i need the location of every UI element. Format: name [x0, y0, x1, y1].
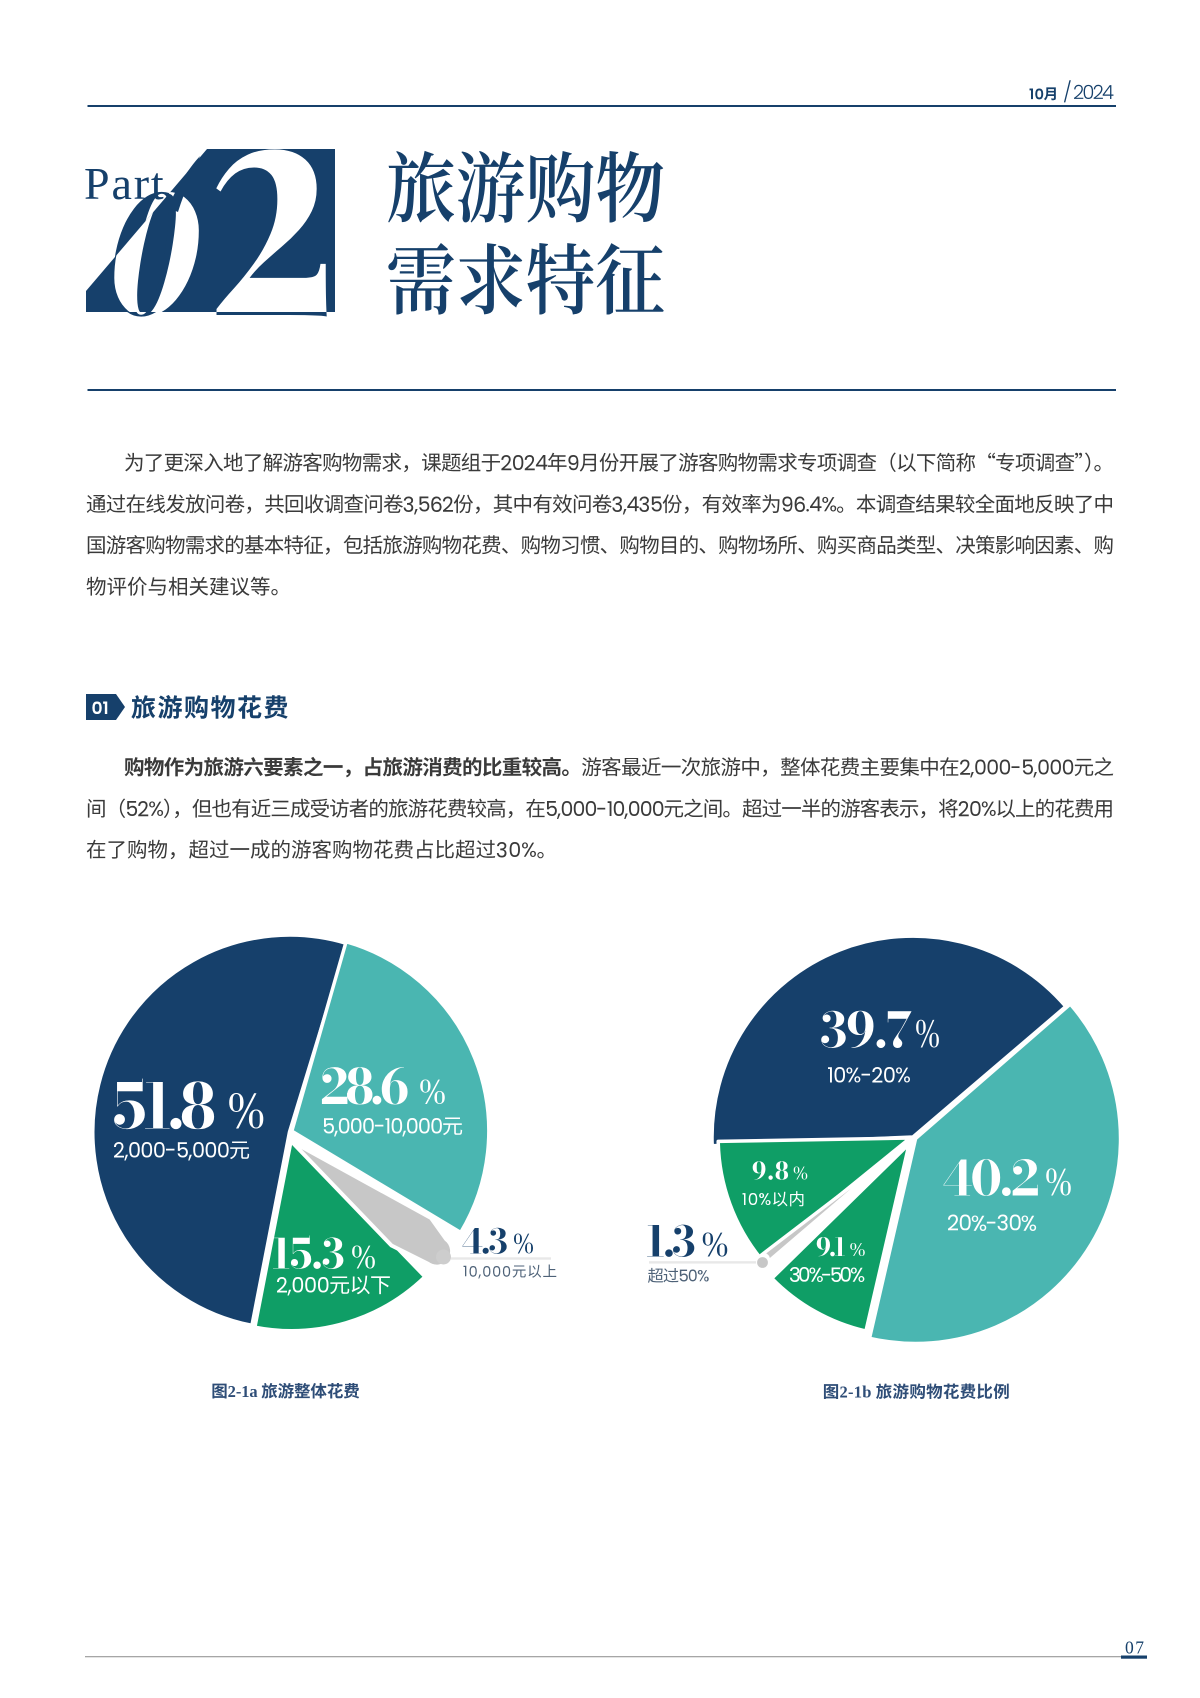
svg-text:间（52%），但也有近三成受访者的旅游花费较高，在5,000: 间（52%），但也有近三成受访者的旅游花费较高，在5,000-10,000元之间…: [86, 795, 1114, 824]
svg-text:%: %: [915, 1015, 940, 1060]
svg-text:购物作为旅游六要素之一，占旅游消费的比重较高。游客最近一次旅: 购物作为旅游六要素之一，占旅游消费的比重较高。游客最近一次旅游中，整体花费主要集…: [124, 754, 1114, 783]
svg-text:图2-1b 旅游购物花费比例: 图2-1b 旅游购物花费比例: [823, 1379, 1010, 1403]
svg-text:10,000元以上: 10,000元以上: [463, 1261, 557, 1283]
svg-text:国游客购物需求的基本特征，包括旅游购物花费、购物习惯、购物目: 国游客购物需求的基本特征，包括旅游购物花费、购物习惯、购物目的、购物场所、购买商…: [86, 532, 1114, 561]
svg-text:5,000-10,000元: 5,000-10,000元: [322, 1111, 463, 1142]
svg-text:10%以内: 10%以内: [742, 1186, 805, 1211]
svg-text:超过50%: 超过50%: [648, 1263, 711, 1288]
svg-text:0: 0: [105, 133, 190, 380]
svg-text:15.3: 15.3: [271, 1224, 345, 1286]
svg-text:%: %: [850, 1240, 866, 1262]
svg-text:01: 01: [91, 696, 108, 720]
svg-text:%: %: [351, 1241, 376, 1280]
svg-text:%: %: [228, 1085, 266, 1144]
svg-text:旅游购物花费: 旅游购物花费: [131, 689, 290, 725]
svg-text:40.2: 40.2: [942, 1142, 1040, 1215]
svg-text:旅游购物: 旅游购物: [386, 128, 665, 239]
svg-text:2,000元以下: 2,000元以下: [276, 1270, 391, 1301]
svg-text:2: 2: [206, 0, 337, 394]
svg-text:4.3: 4.3: [461, 1215, 508, 1267]
svg-text:为了更深入地了解游客购物需求，课题组于2024年9月份开展了: 为了更深入地了解游客购物需求，课题组于2024年9月份开展了游客购物需求专项调查…: [124, 449, 1114, 478]
svg-text:%: %: [419, 1075, 446, 1116]
svg-text:39.7: 39.7: [820, 994, 912, 1067]
svg-text:30%-50%: 30%-50%: [789, 1261, 865, 1289]
svg-text:2,000-5,000元: 2,000-5,000元: [113, 1135, 250, 1166]
svg-text:通过在线发放问卷，共回收调查问卷3,562份，其中有效问卷3: 通过在线发放问卷，共回收调查问卷3,562份，其中有效问卷3,435份，有效率为…: [86, 490, 1114, 519]
svg-text:需求特征: 需求特征: [386, 220, 665, 331]
svg-text:%: %: [702, 1228, 729, 1268]
svg-text:28.6: 28.6: [320, 1050, 409, 1124]
svg-text:在了购物，超过一成的游客购物花费占比超过30%。: 在了购物，超过一成的游客购物花费占比超过30%。: [86, 836, 557, 865]
svg-text:9.8: 9.8: [752, 1152, 789, 1189]
svg-text:2: 2: [206, 0, 337, 394]
svg-text:1.3: 1.3: [645, 1210, 696, 1274]
svg-text:20%-30%: 20%-30%: [947, 1208, 1037, 1239]
svg-text:10%-20%: 10%-20%: [827, 1062, 911, 1091]
svg-text:9.1: 9.1: [816, 1228, 846, 1266]
svg-text:51.8: 51.8: [114, 1058, 217, 1153]
svg-text:10月: 10月: [1029, 83, 1058, 105]
svg-text:07: 07: [1125, 1638, 1144, 1658]
svg-text:%: %: [793, 1163, 808, 1185]
svg-text:Part.: Part.: [84, 158, 177, 209]
svg-text:/: /: [1063, 78, 1072, 106]
svg-text:图2-1a 旅游整体花费: 图2-1a 旅游整体花费: [211, 1378, 360, 1402]
svg-text:%: %: [1045, 1163, 1072, 1208]
svg-text:物评价与相关建议等。: 物评价与相关建议等。: [86, 573, 291, 602]
svg-text:%: %: [513, 1228, 534, 1262]
svg-text:2024: 2024: [1073, 79, 1114, 106]
